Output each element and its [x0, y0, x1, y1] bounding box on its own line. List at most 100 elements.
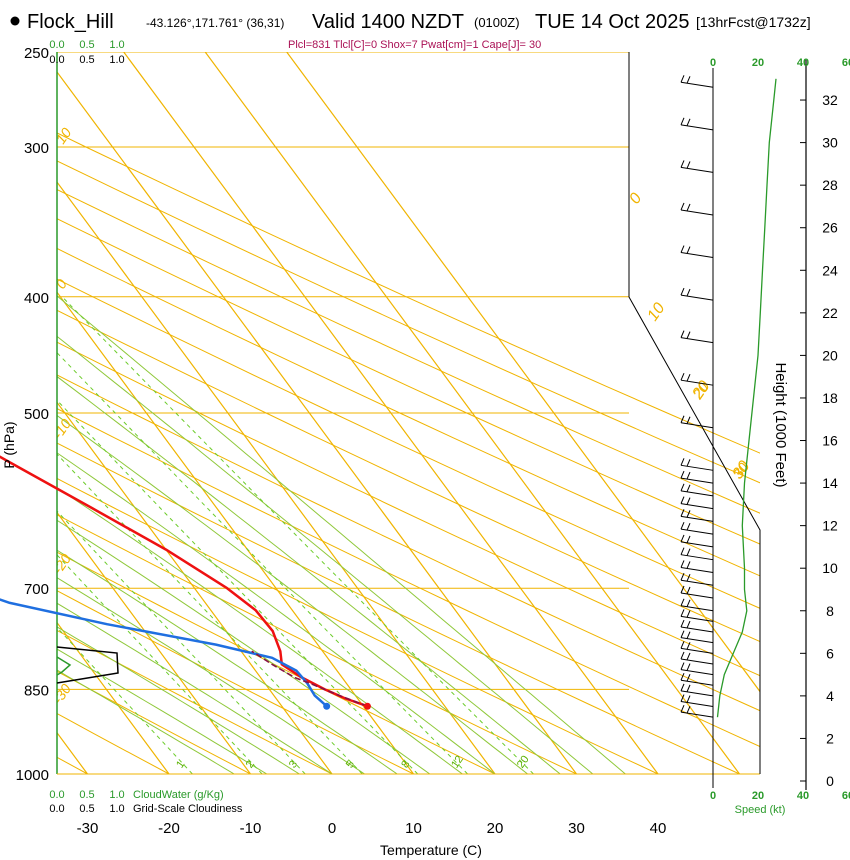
cloudwater-tick-bottom: 0.0 — [49, 789, 64, 801]
height-tick-label: 24 — [822, 262, 838, 278]
height-tick-label: 18 — [822, 390, 838, 406]
moist-adiabat — [57, 414, 528, 774]
wind-speed-tick-top: 40 — [797, 57, 809, 69]
pressure-tick-label: 700 — [24, 581, 49, 598]
mixing-ratio-label: 8 — [399, 759, 412, 771]
wind-barb-flag — [686, 674, 691, 682]
isotherm-label: -30 — [49, 681, 74, 707]
temperature-tick-label: 0 — [328, 820, 336, 837]
wind-barb — [680, 372, 714, 386]
wind-barb-flag — [680, 458, 685, 466]
wind-barb-shaft — [680, 252, 714, 259]
temperature-tick-label: 40 — [650, 820, 667, 837]
isotherm-label: 10 — [644, 300, 668, 324]
wind-barb-shaft — [680, 592, 714, 599]
wind-barb — [680, 662, 714, 676]
station-coords: -43.126°,171.761° (36,31) — [146, 16, 284, 30]
dry-adiabat — [57, 629, 333, 774]
mixing-ratio-line — [57, 626, 193, 774]
wind-barb — [680, 330, 714, 344]
wind-barb-flag — [680, 415, 685, 423]
cloudiness-tick-top: 0.0 — [49, 54, 64, 66]
wind-barb-flag — [680, 630, 685, 638]
wind-barb-shaft — [680, 669, 714, 676]
wind-barb-flag — [686, 203, 691, 212]
wind-barb-flag — [686, 620, 691, 629]
wind-barb-flag — [680, 547, 685, 555]
wind-barb-shaft — [680, 658, 714, 665]
temperature-tick-label: 10 — [405, 820, 422, 837]
wind-barb — [680, 641, 714, 654]
dry-adiabat — [57, 247, 760, 577]
mixing-ratio-line — [57, 510, 306, 774]
wind-barb-flag — [680, 651, 685, 660]
dry-adiabat — [57, 160, 760, 484]
wind-barb-shaft — [680, 541, 714, 548]
wind-barb — [680, 560, 714, 573]
wind-barb-flag — [686, 574, 691, 582]
wind-barb-shaft — [680, 81, 714, 88]
wind-barb-shaft — [680, 124, 714, 131]
wind-barb-flag — [680, 573, 685, 581]
isotherm-label: -20 — [49, 551, 74, 577]
wind-barb-shaft — [680, 515, 714, 522]
cloudwater-tick-top: 0.0 — [49, 39, 64, 51]
wind-barb-flag — [686, 705, 691, 714]
wind-barb-shaft — [680, 209, 714, 216]
wind-barb-flag — [686, 631, 691, 639]
pressure-tick-label: 1000 — [16, 767, 49, 784]
mixing-ratio-line — [61, 296, 534, 774]
wind-barb-flag — [680, 202, 685, 211]
mixing-ratio-line — [57, 351, 468, 774]
mixing-ratio-label: 2 — [244, 759, 257, 771]
wind-barb-shaft — [680, 477, 714, 484]
wind-barb — [680, 509, 714, 522]
wind-barb-flag — [680, 521, 685, 530]
wind-barb-flag — [680, 641, 685, 649]
cloudwater-tick-bottom: 0.5 — [79, 789, 94, 801]
temperature-tick-label: -30 — [77, 820, 99, 837]
wind-barb-flag — [680, 330, 685, 338]
wind-speed-tick-bottom: 20 — [752, 790, 764, 802]
wind-barb — [680, 651, 714, 665]
wind-barb-flag — [686, 459, 691, 467]
isotherm-line — [57, 621, 170, 774]
temperature-tick-label: -20 — [158, 820, 180, 837]
wind-barb-shaft — [680, 422, 714, 429]
cloudwater-tick-top: 0.5 — [79, 39, 94, 51]
wind-barb — [680, 470, 714, 484]
wind-barb-flag — [680, 117, 685, 126]
wind-speed-tick-top: 20 — [752, 57, 764, 69]
mixing-ratio-line — [57, 453, 363, 774]
wind-barb-shaft — [680, 701, 714, 708]
wind-barb-flag — [686, 610, 691, 618]
wind-barb-shaft — [680, 294, 714, 301]
valid-date: TUE 14 Oct 2025 — [535, 11, 690, 33]
isotherm-label: 10 — [52, 125, 74, 147]
dry-adiabat — [57, 477, 659, 774]
wind-barb — [680, 573, 714, 586]
wind-barb — [680, 630, 714, 644]
wind-barb-shaft — [680, 464, 714, 471]
wind-barb-flag — [686, 522, 691, 531]
height-tick-label: 12 — [822, 518, 838, 534]
cloudwater-label: CloudWater (g/Kg) — [133, 789, 224, 801]
dry-adiabat — [57, 218, 760, 545]
moist-adiabat — [57, 335, 594, 774]
wind-barb — [680, 483, 714, 497]
wind-barb-flag — [686, 416, 691, 424]
wind-barb — [680, 673, 714, 686]
wind-barb-shaft — [680, 615, 714, 622]
wind-speed-tick-bottom: 60 — [842, 790, 850, 802]
wind-barb-shaft — [680, 166, 714, 173]
wind-barb-flag — [686, 652, 691, 661]
wind-barb — [680, 683, 714, 697]
height-tick-label: 26 — [822, 220, 838, 236]
mixing-ratio-label: 5 — [344, 759, 357, 771]
pressure-tick-label: 500 — [24, 406, 49, 423]
isotherm-label: 20 — [689, 380, 712, 403]
height-tick-label: 20 — [822, 347, 838, 363]
wind-barb — [680, 547, 714, 561]
wind-barb-shaft — [680, 490, 714, 497]
valid-time: Valid 1400 NZDT — [312, 11, 464, 33]
